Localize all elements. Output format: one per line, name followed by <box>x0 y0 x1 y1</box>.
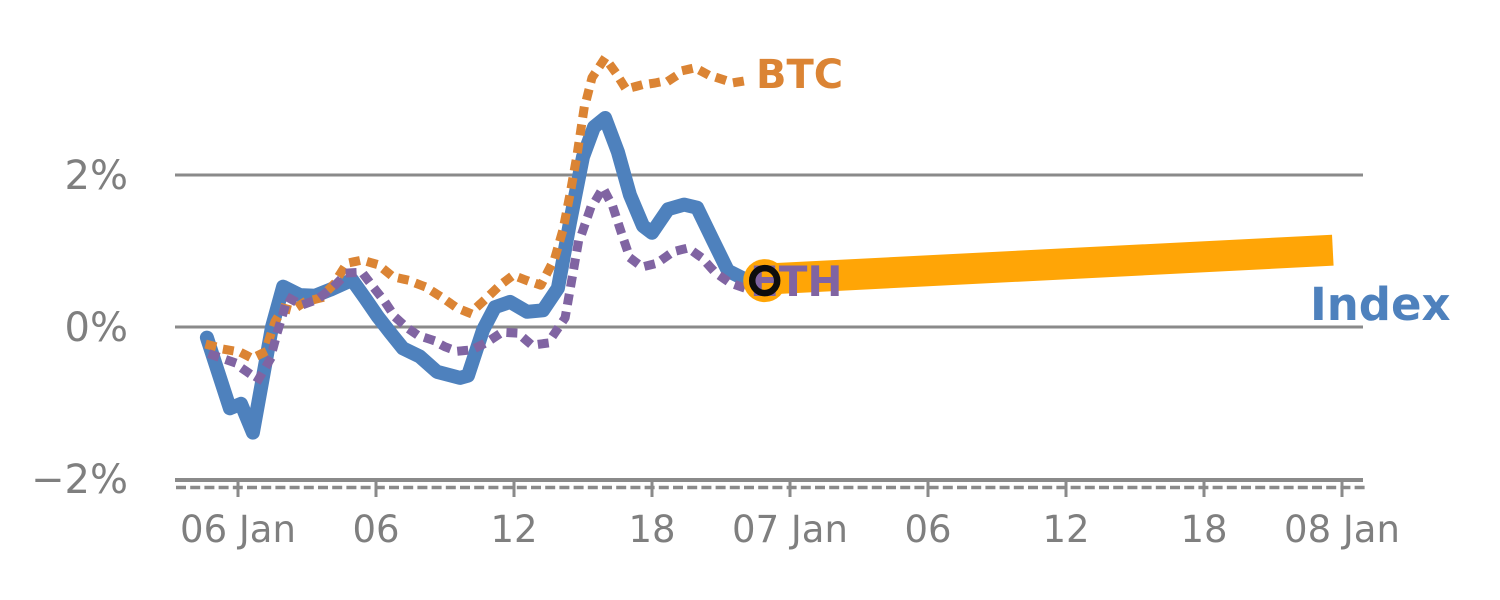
y-tick-label: 0% <box>65 305 128 351</box>
eth-series-label: ETH <box>750 257 843 306</box>
x-tick-label: 08 Jan <box>1284 508 1400 551</box>
x-tick-label: 06 Jan <box>180 508 296 551</box>
y-tick-label: 2% <box>65 153 128 199</box>
x-tick-label: 06 <box>904 508 951 551</box>
x-tick-label: 07 Jan <box>732 508 848 551</box>
btc-line <box>204 53 756 363</box>
x-tick-label: 06 <box>352 508 399 551</box>
x-tick-label: 12 <box>1042 508 1089 551</box>
marker-layer <box>748 264 781 297</box>
x-tick-label: 18 <box>628 508 675 551</box>
x-tick-label: 18 <box>1180 508 1227 551</box>
index-projection-line <box>763 234 1334 295</box>
open-circle-marker <box>748 264 781 297</box>
x-tick-label: 12 <box>490 508 537 551</box>
series-layer <box>199 53 1334 440</box>
index-line <box>199 111 771 440</box>
grid-layer: 2% 0% −2% <box>31 153 1363 503</box>
y-tick-label: −2% <box>31 457 128 503</box>
btc-series-label: BTC <box>756 52 843 98</box>
eth-line <box>207 183 751 385</box>
x-axis: 06 Jan 06 12 18 07 Jan 06 12 18 08 Jan <box>175 478 1400 551</box>
index-series-label: Index <box>1310 278 1451 331</box>
